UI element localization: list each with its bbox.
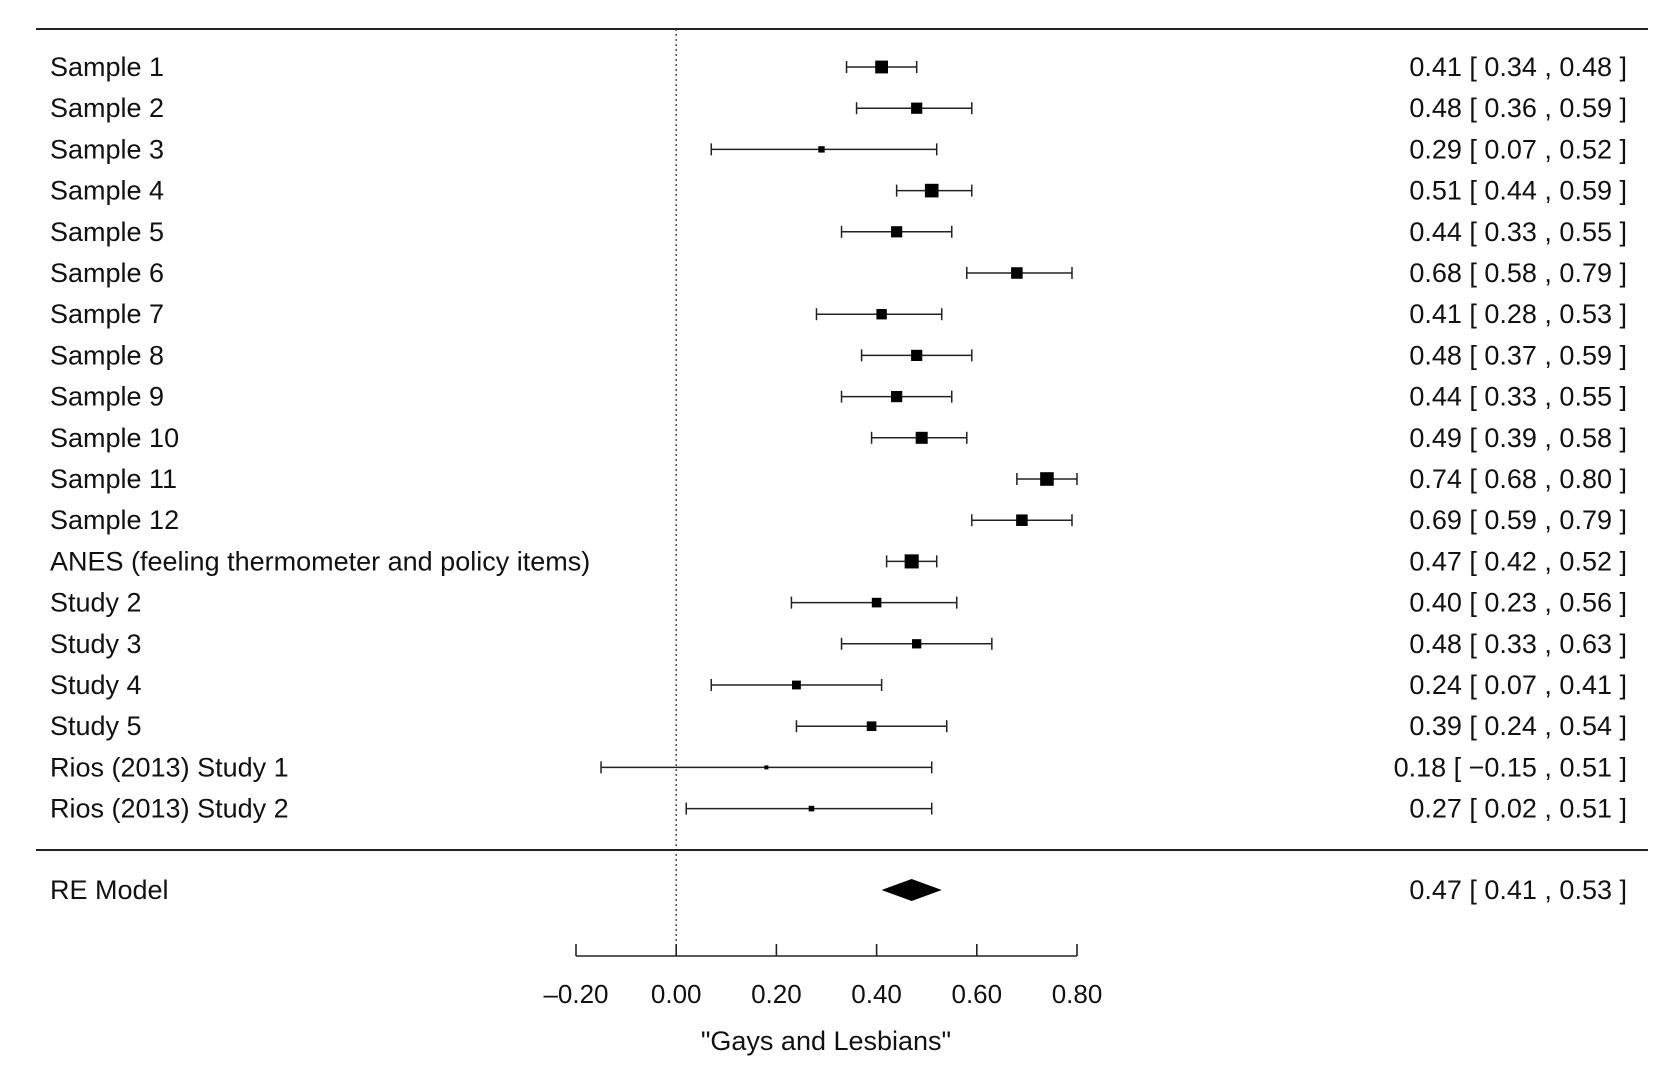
point-estimate-square	[911, 102, 923, 114]
study-row: Rios (2013) Study 2 0.27 [ 0.02 , 0.51 ]	[50, 794, 1627, 824]
point-estimate-square	[875, 60, 889, 74]
study-value-text: 0.40 [ 0.23 , 0.56 ]	[1409, 588, 1627, 618]
x-tick-label: 0.40	[851, 979, 902, 1009]
study-row: Sample 10 0.49 [ 0.39 , 0.58 ]	[50, 423, 1627, 453]
study-row: Sample 6 0.68 [ 0.58 , 0.79 ]	[50, 258, 1627, 288]
point-estimate-square	[1011, 267, 1023, 279]
study-label: Sample 1	[50, 52, 164, 82]
study-row: ANES (feeling thermometer and policy ite…	[50, 546, 1627, 576]
study-value-text: 0.47 [ 0.42 , 0.52 ]	[1409, 546, 1627, 576]
study-label: Study 5	[50, 711, 142, 741]
point-estimate-square	[876, 309, 887, 320]
study-label: Sample 7	[50, 299, 164, 329]
study-label: Sample 3	[50, 134, 164, 164]
point-estimate-square	[924, 183, 939, 198]
study-row: Sample 7 0.41 [ 0.28 , 0.53 ]	[50, 299, 1627, 329]
x-tick-label: –0.20	[543, 979, 608, 1009]
x-tick-label: 0.80	[1052, 979, 1103, 1009]
point-estimate-square	[912, 639, 922, 649]
point-estimate-square	[904, 554, 919, 569]
study-value-text: 0.69 [ 0.59 , 0.79 ]	[1409, 505, 1627, 535]
study-value-text: 0.41 [ 0.34 , 0.48 ]	[1409, 52, 1627, 82]
study-row: Study 4 0.24 [ 0.07 , 0.41 ]	[50, 670, 1627, 700]
study-row: Sample 9 0.44 [ 0.33 , 0.55 ]	[50, 382, 1627, 412]
summary-value-text: 0.47 [ 0.41 , 0.53 ]	[1409, 875, 1627, 905]
study-label: Sample 8	[50, 340, 164, 370]
study-label: Study 3	[50, 629, 142, 659]
study-row: Sample 4 0.51 [ 0.44 , 0.59 ]	[50, 176, 1627, 206]
study-value-text: 0.44 [ 0.33 , 0.55 ]	[1409, 382, 1627, 412]
study-value-text: 0.39 [ 0.24 , 0.54 ]	[1409, 711, 1627, 741]
study-row: Sample 3 0.29 [ 0.07 , 0.52 ]	[50, 134, 1627, 164]
study-label: Rios (2013) Study 1	[50, 752, 289, 782]
x-tick-label: 0.60	[951, 979, 1002, 1009]
study-label: Sample 6	[50, 258, 164, 288]
study-label: Sample 11	[50, 464, 177, 494]
study-label: ANES (feeling thermometer and policy ite…	[50, 546, 590, 576]
point-estimate-square	[866, 721, 877, 731]
study-row: Study 2 0.40 [ 0.23 , 0.56 ]	[50, 588, 1627, 618]
study-value-text: 0.41 [ 0.28 , 0.53 ]	[1409, 299, 1627, 329]
study-rows: Sample 1 0.41 [ 0.34 , 0.48 ] Sample 2 0.48…	[50, 52, 1627, 824]
study-value-text: 0.49 [ 0.39 , 0.58 ]	[1409, 423, 1627, 453]
study-label: Sample 5	[50, 217, 164, 247]
study-row: Rios (2013) Study 1 0.18 [ −0.15 , 0.51 ]	[50, 752, 1627, 782]
study-row: Sample 12 0.69 [ 0.59 , 0.79 ]	[50, 505, 1627, 535]
study-value-text: 0.44 [ 0.33 , 0.55 ]	[1409, 217, 1627, 247]
study-label: Sample 10	[50, 423, 179, 453]
summary-diamond	[881, 879, 942, 901]
x-axis: –0.20 0.00 0.20 0.40 0.60 0.80	[543, 944, 1102, 1009]
point-estimate-square	[792, 680, 801, 690]
study-value-text: 0.27 [ 0.02 , 0.51 ]	[1409, 794, 1627, 824]
study-row: Sample 5 0.44 [ 0.33 , 0.55 ]	[50, 217, 1627, 247]
study-row: Sample 11 0.74 [ 0.68 , 0.80 ]	[50, 464, 1627, 494]
study-row: Study 5 0.39 [ 0.24 , 0.54 ]	[50, 711, 1627, 741]
point-estimate-square	[915, 431, 928, 444]
x-axis-label: "Gays and Lesbians"	[701, 1026, 951, 1056]
study-label: Sample 4	[50, 176, 164, 206]
point-estimate-square	[871, 597, 882, 608]
x-tick-label: 0.00	[651, 979, 702, 1009]
summary-row: RE Model 0.47 [ 0.41 , 0.53 ]	[50, 875, 1627, 905]
study-row: Sample 1 0.41 [ 0.34 , 0.48 ]	[50, 52, 1627, 82]
study-label: Study 2	[50, 588, 142, 618]
study-label: Sample 2	[50, 93, 164, 123]
study-value-text: 0.29 [ 0.07 , 0.52 ]	[1409, 134, 1627, 164]
study-label: Rios (2013) Study 2	[50, 794, 289, 824]
study-value-text: 0.48 [ 0.36 , 0.59 ]	[1409, 93, 1627, 123]
study-value-text: 0.68 [ 0.58 , 0.79 ]	[1409, 258, 1627, 288]
point-estimate-square	[891, 391, 903, 403]
point-estimate-square	[808, 805, 815, 812]
point-estimate-square	[818, 146, 825, 153]
study-row: Study 3 0.48 [ 0.33 , 0.63 ]	[50, 629, 1627, 659]
point-estimate-square	[1040, 472, 1054, 486]
study-row: Sample 2 0.48 [ 0.36 , 0.59 ]	[50, 93, 1627, 123]
point-estimate-square	[1016, 514, 1028, 526]
study-value-text: 0.48 [ 0.37 , 0.59 ]	[1409, 340, 1627, 370]
study-value-text: 0.48 [ 0.33 , 0.63 ]	[1409, 629, 1627, 659]
point-estimate-square	[891, 226, 903, 238]
point-estimate-square	[911, 349, 923, 361]
point-estimate-square	[764, 765, 769, 770]
summary-label: RE Model	[50, 875, 169, 905]
study-value-text: 0.51 [ 0.44 , 0.59 ]	[1409, 176, 1627, 206]
study-value-text: 0.18 [ −0.15 , 0.51 ]	[1394, 752, 1627, 782]
x-tick-label: 0.20	[751, 979, 802, 1009]
study-value-text: 0.74 [ 0.68 , 0.80 ]	[1409, 464, 1627, 494]
study-label: Sample 12	[50, 505, 179, 535]
study-label: Sample 9	[50, 382, 164, 412]
study-row: Sample 8 0.48 [ 0.37 , 0.59 ]	[50, 340, 1627, 370]
study-value-text: 0.24 [ 0.07 , 0.41 ]	[1409, 670, 1627, 700]
study-label: Study 4	[50, 670, 142, 700]
